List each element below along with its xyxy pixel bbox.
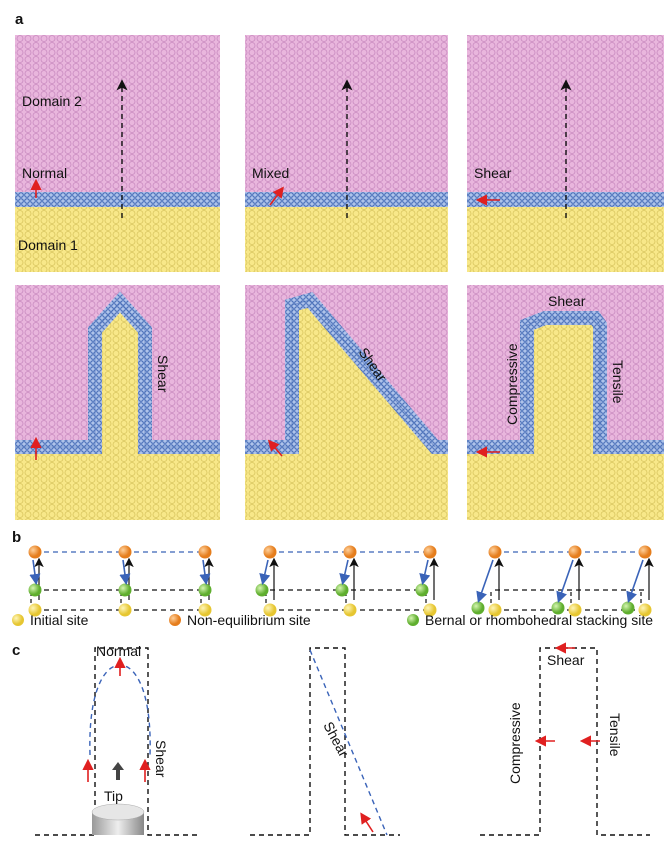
mode-label: Shear [474, 165, 512, 181]
figure-shape [92, 804, 144, 820]
shift-arrow [343, 560, 348, 582]
figure-shape [310, 650, 387, 835]
panel-label: a [15, 11, 24, 28]
legend: Initial site Non-equilibrium site Bernal… [12, 612, 653, 628]
initial-site [119, 604, 132, 617]
mode-label: Normal [22, 165, 67, 181]
non-equilibrium-site [569, 546, 582, 559]
non-equilibrium-site [119, 546, 132, 559]
initial-site [344, 604, 357, 617]
shift-arrow [423, 560, 428, 582]
legend-text: Initial site [30, 612, 89, 628]
sim-bottom-3: Shear Compressive Tensile [467, 285, 664, 520]
non-equilibrium-site [344, 546, 357, 559]
body: {"panel_a": {"label": "a", "top": [{"dom… [0, 0, 665, 846]
boundary-label: Shear [547, 652, 585, 668]
panel-label: b [12, 529, 21, 546]
non-equilibrium-site [489, 546, 502, 559]
non-equilibrium-site [199, 546, 212, 559]
stacking-site [29, 584, 42, 597]
stacking-site [336, 584, 349, 597]
non-equilibrium-site [639, 546, 652, 559]
boundary-label: Normal [96, 643, 141, 659]
shift-arrow [123, 560, 126, 582]
stacking-site [199, 584, 212, 597]
legend-marker [12, 614, 24, 626]
sim-top-3: Shear [467, 35, 664, 272]
schematic-1: Normal Shear Tip [35, 643, 200, 835]
non-equilibrium-site [424, 546, 437, 559]
schematic-3: Shear Compressive Tensile [480, 648, 650, 835]
sim-bottom-1: Shear [15, 285, 220, 520]
figure-shape [362, 815, 373, 832]
stacking-diagrams [29, 546, 652, 617]
figure-shape [112, 762, 124, 780]
page: body { margin: 0; background: #fff; font… [0, 0, 665, 846]
sim-top-2: Mixed [245, 35, 448, 272]
panel-label: c [12, 642, 20, 659]
domain-label: Domain 2 [22, 93, 82, 109]
figure: a Domain 2 Normal Domain 1 Mixed Shear S… [0, 0, 665, 841]
mode-label: Mixed [252, 165, 289, 181]
stacking-site [256, 584, 269, 597]
figure-shape [90, 665, 150, 755]
legend-text: Non-equilibrium site [187, 612, 311, 628]
shift-arrow [203, 560, 206, 582]
boundary-label: Shear [155, 355, 171, 393]
stacking-site [416, 584, 429, 597]
schematic-2: Shear [250, 648, 400, 835]
figure-shape [15, 192, 220, 207]
shift-arrow [263, 560, 268, 582]
boundary-label: Shear [548, 293, 586, 309]
boundary-label: Compressive [507, 702, 523, 784]
non-equilibrium-site [29, 546, 42, 559]
stacking-site [119, 584, 132, 597]
domain-label: Domain 1 [18, 237, 78, 253]
boundary-label: Compressive [504, 343, 520, 425]
legend-marker [407, 614, 419, 626]
figure-shape [480, 648, 650, 835]
legend-text: Bernal or rhombohedral stacking site [425, 612, 653, 628]
figure-shape [250, 648, 400, 835]
boundary-label: Shear [153, 740, 169, 778]
boundary-label: Tensile [610, 360, 626, 404]
legend-marker [169, 614, 181, 626]
tip-label: Tip [104, 788, 123, 804]
boundary-label: Shear [320, 719, 352, 760]
shift-arrow [33, 560, 36, 582]
boundary-label: Tensile [607, 713, 623, 757]
non-equilibrium-site [264, 546, 277, 559]
sim-top-1: Domain 2 Normal Domain 1 [15, 35, 220, 272]
sim-bottom-2: Shear [245, 285, 448, 520]
